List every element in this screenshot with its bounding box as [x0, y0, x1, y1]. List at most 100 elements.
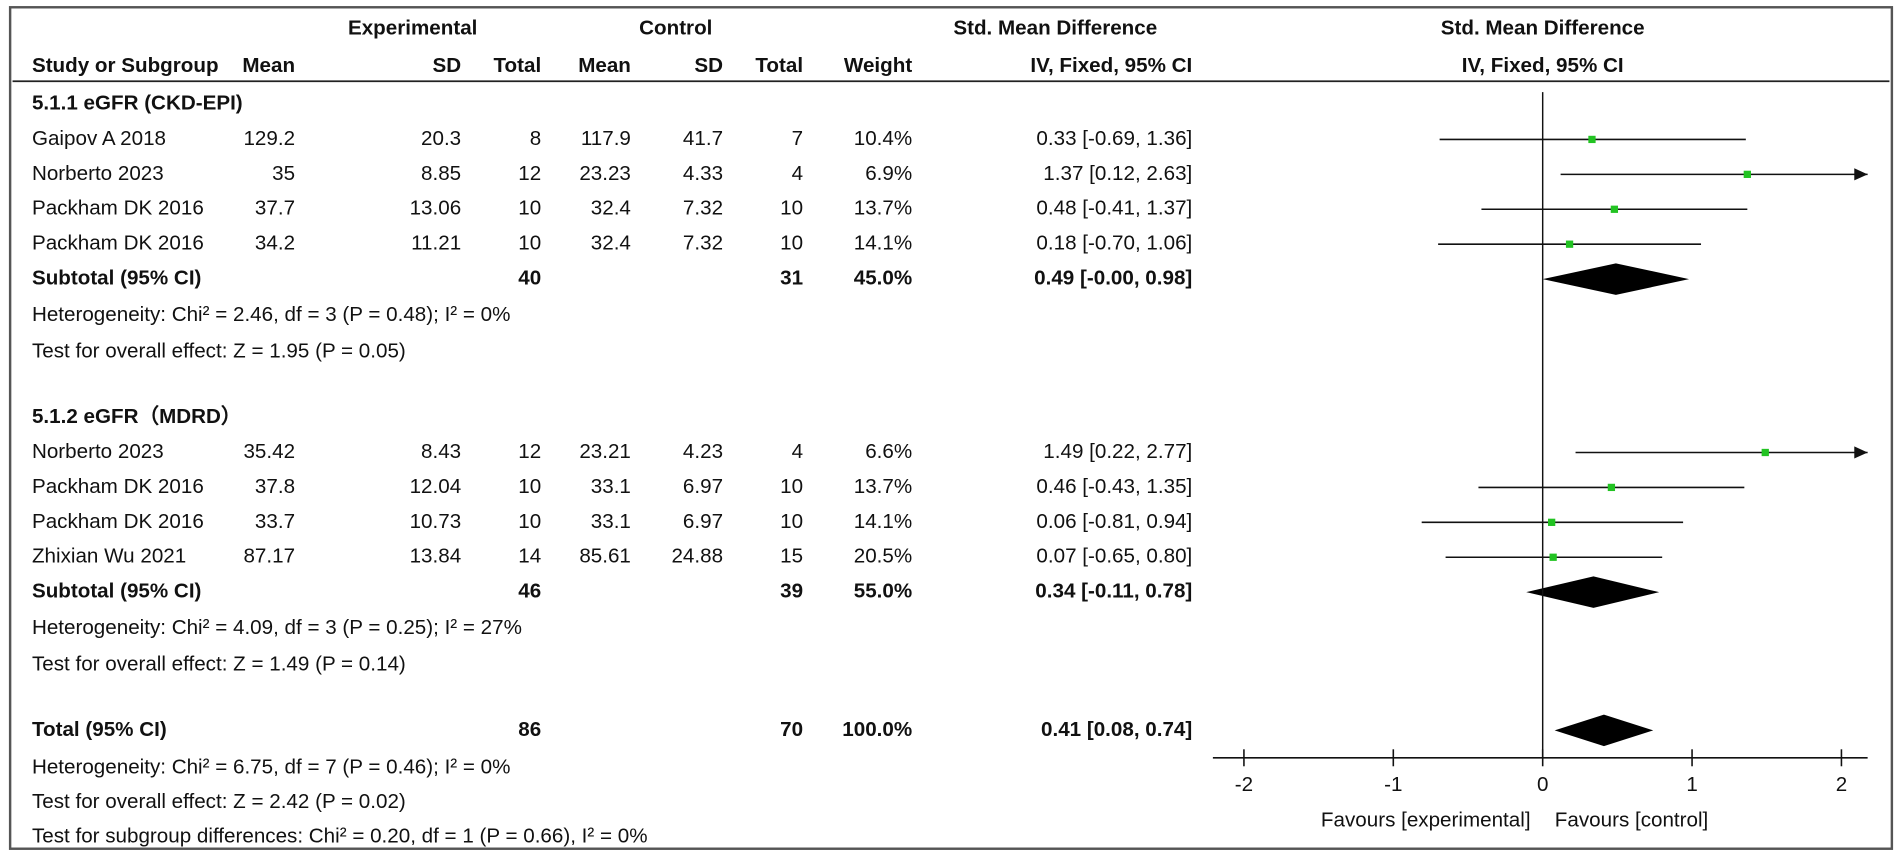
pooled-diamond [1542, 263, 1690, 295]
pooled-cell: 39 [780, 580, 803, 603]
table-cell: 24.88 [671, 545, 723, 568]
column-header: Total [493, 54, 541, 77]
column-header: Study or Subgroup [32, 54, 219, 77]
table-cell: 10 [518, 232, 541, 255]
table-cell: 117.9 [581, 127, 631, 150]
effect-label: 0.18 [-0.70, 1.06] [1036, 232, 1192, 255]
header-experimental: Experimental [348, 17, 477, 40]
table-cell: 6.97 [683, 510, 723, 533]
table-cell: 7 [792, 127, 803, 150]
study-name: Gaipov A 2018 [32, 127, 166, 150]
table-cell: 37.7 [255, 197, 295, 220]
table-cell: 4 [792, 440, 803, 463]
point-estimate [1548, 518, 1556, 526]
table-cell: 87.17 [243, 545, 295, 568]
column-header: Mean [242, 54, 295, 77]
table-cell: 10 [780, 232, 803, 255]
table-cell: 14 [518, 545, 541, 568]
header-smd: Std. Mean Difference [953, 17, 1157, 40]
table-cell: 23.21 [579, 440, 631, 463]
point-estimate [1549, 553, 1557, 561]
table-cell: 35.42 [243, 440, 295, 463]
ci-arrow [1854, 168, 1868, 181]
study-name: Norberto 2023 [32, 440, 164, 463]
table-cell: 10.4% [854, 127, 912, 150]
table-cell: 34.2 [255, 232, 295, 255]
point-estimate [1610, 205, 1619, 213]
header-smd-plot: Std. Mean Difference [1441, 17, 1645, 40]
pooled-diamond [1526, 576, 1660, 608]
pooled-name: Total (95% CI) [32, 718, 167, 741]
table-cell: 6.9% [865, 162, 912, 185]
pooled-name: Subtotal (95% CI) [32, 267, 201, 290]
column-header: SD [694, 54, 723, 77]
pooled-cell: 31 [780, 267, 803, 290]
table-cell: 32.4 [591, 232, 631, 255]
table-cell: 37.8 [255, 475, 295, 498]
pooled-label: 0.34 [-0.11, 0.78] [1035, 580, 1192, 603]
point-estimate [1743, 170, 1751, 178]
table-cell: 8.43 [421, 440, 461, 463]
table-cell: 4.23 [683, 440, 723, 463]
favours-left: Favours [experimental] [1321, 808, 1531, 831]
x-tick-label: 2 [1836, 773, 1847, 796]
effect-label: 0.46 [-0.43, 1.35] [1036, 475, 1192, 498]
heterogeneity: Heterogeneity: Chi² = 2.46, df = 3 (P = … [32, 303, 510, 326]
pooled-cell: 55.0% [854, 580, 912, 603]
pooled-diamond [1554, 714, 1654, 747]
table-cell: 10 [780, 510, 803, 533]
effect-label: 0.06 [-0.81, 0.94] [1036, 510, 1192, 533]
table-cell: 13.06 [410, 197, 462, 220]
frame [8, 6, 1894, 850]
table-cell: 10 [780, 197, 803, 220]
study-name: Packham DK 2016 [32, 232, 204, 255]
point-estimate [1565, 240, 1574, 248]
pooled-name: Subtotal (95% CI) [32, 580, 201, 603]
column-header: Weight [844, 54, 912, 77]
pooled-cell: 46 [518, 580, 541, 603]
pooled-cell: 86 [518, 718, 541, 741]
header-control: Control [639, 17, 712, 40]
table-cell: 33.7 [255, 510, 295, 533]
study-name: Packham DK 2016 [32, 475, 204, 498]
table-cell: 15 [780, 545, 803, 568]
x-tick-label: 1 [1686, 773, 1697, 796]
effect-label: 1.37 [0.12, 2.63] [1043, 162, 1192, 185]
table-cell: 14.1% [854, 510, 912, 533]
table-cell: 12.04 [410, 475, 462, 498]
table-cell: 41.7 [683, 127, 723, 150]
header-method-plot: IV, Fixed, 95% CI [1462, 54, 1624, 77]
table-cell: 6.97 [683, 475, 723, 498]
group-title: 5.1.2 eGFR（MDRD） [32, 404, 242, 428]
favours-right: Favours [control] [1555, 808, 1708, 831]
point-estimate [1607, 483, 1616, 492]
point-estimate [1588, 135, 1596, 144]
table-cell: 8.85 [421, 162, 461, 185]
table-cell: 7.32 [683, 232, 723, 255]
table-cell: 10.73 [410, 510, 462, 533]
ci-arrow [1854, 446, 1868, 459]
footer-note: Test for subgroup differences: Chi² = 0.… [32, 825, 648, 848]
table-cell: 10 [518, 475, 541, 498]
pooled-label: 0.41 [0.08, 0.74] [1041, 718, 1192, 741]
group-title: 5.1.1 eGFR (CKD-EPI) [32, 92, 243, 115]
table-cell: 23.23 [579, 162, 631, 185]
table-cell: 8 [530, 127, 541, 150]
column-header: SD [433, 54, 462, 77]
table-cell: 35 [272, 162, 295, 185]
x-tick-label: 0 [1537, 773, 1548, 796]
effect-label: 0.48 [-0.41, 1.37] [1036, 197, 1192, 220]
table-cell: 13.7% [854, 197, 912, 220]
pooled-cell: 45.0% [854, 267, 912, 290]
column-header: Total [755, 54, 803, 77]
pooled-cell: 100.0% [842, 718, 912, 741]
table-cell: 13.84 [410, 545, 462, 568]
overall-effect: Test for overall effect: Z = 1.49 (P = 0… [32, 652, 406, 675]
x-tick-label: -1 [1384, 773, 1402, 796]
table-cell: 4.33 [683, 162, 723, 185]
heterogeneity: Heterogeneity: Chi² = 4.09, df = 3 (P = … [32, 616, 522, 639]
effect-label: 1.49 [0.22, 2.77] [1043, 440, 1192, 463]
table-cell: 12 [518, 440, 541, 463]
table-cell: 13.7% [854, 475, 912, 498]
table-cell: 33.1 [591, 475, 631, 498]
